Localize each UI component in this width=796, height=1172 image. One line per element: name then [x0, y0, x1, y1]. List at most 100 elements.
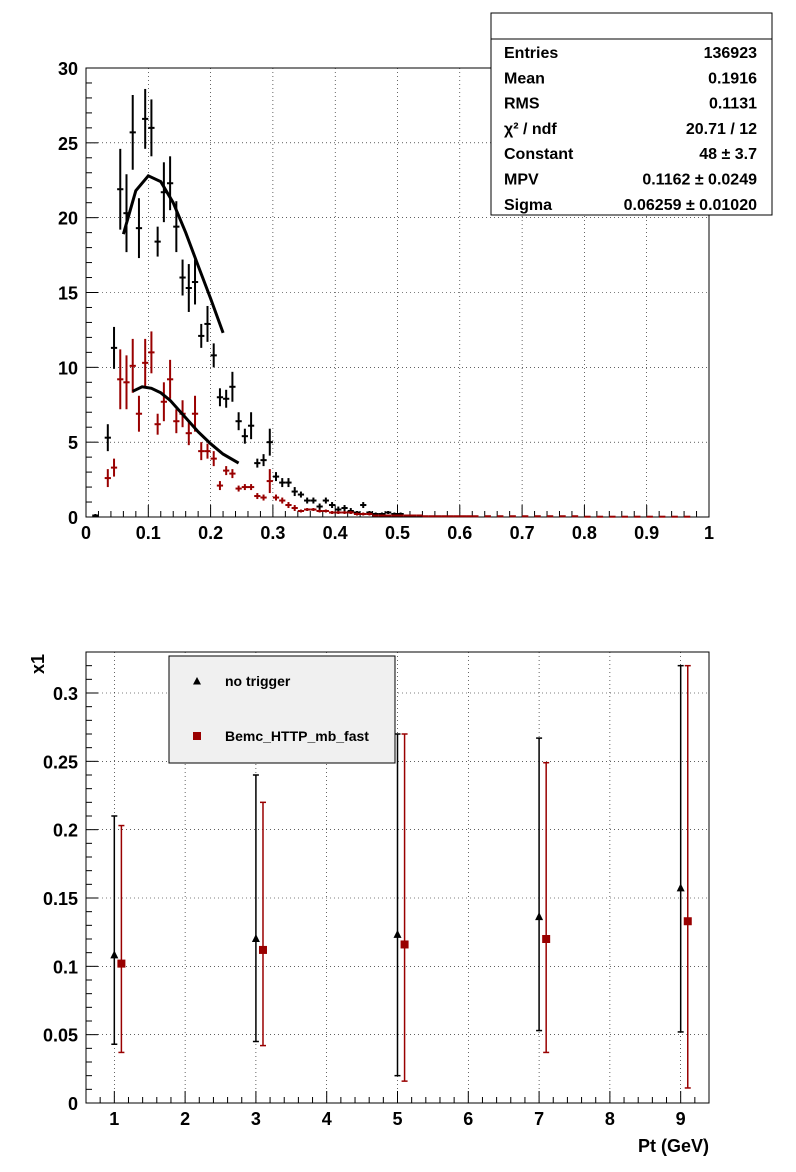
data-point	[534, 515, 541, 518]
square-marker	[400, 940, 409, 949]
stat-label: Entries	[504, 45, 558, 62]
data-point	[304, 508, 311, 512]
data-point	[142, 88, 149, 149]
data-point	[117, 824, 126, 1054]
data-point	[251, 774, 260, 1043]
data-point	[104, 469, 111, 488]
y-tick-label: 5	[68, 433, 78, 453]
data-point	[316, 509, 323, 513]
x-tick-label: 0.7	[510, 523, 535, 543]
data-point	[235, 412, 242, 431]
x-tick-label: 3	[251, 1109, 261, 1129]
legend-label-bemc: Bemc_HTTP_mb_fast	[225, 728, 369, 744]
data-point	[279, 497, 286, 504]
data-point	[223, 466, 230, 476]
data-point	[166, 156, 174, 211]
x-tick-label: 9	[676, 1109, 686, 1129]
data-point	[353, 512, 361, 516]
data-point	[241, 428, 248, 444]
y-tick-label: 0.05	[43, 1026, 78, 1046]
x-tick-label: 0.9	[634, 523, 659, 543]
y-tick-label: 25	[58, 134, 78, 154]
data-point	[683, 664, 692, 1089]
data-point	[310, 497, 317, 504]
data-point	[92, 514, 99, 517]
x-tick-label: 0.6	[447, 523, 472, 543]
data-point	[659, 515, 666, 518]
y-tick-label: 0	[68, 508, 78, 528]
data-point	[129, 338, 136, 393]
series-0-points	[92, 88, 404, 517]
x-tick-label: 8	[605, 1109, 615, 1129]
data-point	[204, 305, 211, 342]
x-tick-label: 4	[322, 1109, 332, 1129]
y-tick-label: 0.3	[53, 684, 78, 704]
data-point	[154, 226, 161, 257]
data-point	[291, 487, 298, 497]
stat-label: Mean	[504, 70, 545, 87]
data-point	[547, 515, 554, 518]
data-point	[272, 494, 280, 501]
square-marker	[683, 917, 692, 926]
x-tick-label: 0.5	[385, 523, 410, 543]
data-point	[229, 371, 236, 402]
data-point	[393, 733, 402, 1077]
data-point	[297, 509, 305, 513]
stat-value: 0.06259 ± 0.01020	[624, 197, 757, 214]
data-point	[360, 512, 367, 516]
x-tick-label: 0.4	[323, 523, 348, 543]
stats-box: Entries 136923 Mean 0.1916 RMS 0.1131 χ² / ndf…	[490, 12, 773, 216]
data-point	[634, 515, 641, 518]
data-point	[453, 515, 460, 518]
x-tick-label: 0.1	[136, 523, 161, 543]
data-point	[322, 509, 329, 513]
data-point	[684, 515, 691, 518]
x-tick-label: 5	[392, 1109, 402, 1129]
square-marker	[542, 935, 551, 943]
data-point	[173, 409, 180, 434]
data-point	[397, 514, 404, 517]
data-point	[123, 355, 130, 410]
data-point	[266, 469, 273, 494]
data-point	[279, 478, 286, 488]
data-point	[459, 515, 467, 518]
x1-vs-pt-chart: 1 2 3 4 5 6 7 8 9 0 0.05 0.1 0.15 0.2 0.25 0.3 x1 Pt (G…	[28, 651, 710, 1156]
data-point	[297, 491, 305, 498]
data-point	[135, 198, 143, 259]
data-point	[328, 502, 336, 509]
stat-label: χ² / ndf	[504, 121, 557, 138]
data-point	[210, 451, 217, 467]
data-point	[428, 515, 435, 518]
square-marker	[117, 959, 126, 968]
x-tick-label: 2	[180, 1109, 190, 1129]
data-point	[117, 349, 124, 410]
y-tick-label: 0.15	[43, 889, 78, 909]
data-point	[304, 497, 311, 504]
data-point	[110, 458, 118, 477]
legend-triangle-marker	[193, 677, 201, 685]
data-point	[148, 331, 155, 374]
y-tick-label: 10	[58, 358, 78, 378]
data-point	[135, 395, 143, 432]
stat-label: Sigma	[504, 197, 552, 214]
data-point	[247, 484, 255, 491]
triangle-marker	[676, 883, 685, 892]
data-point	[341, 511, 348, 515]
x-tick-label: 0.3	[260, 523, 285, 543]
fit-curve-0	[121, 173, 225, 334]
data-point	[210, 343, 217, 368]
data-point	[366, 512, 373, 516]
stat-value: 48 ± 3.7	[699, 146, 757, 163]
square-marker	[258, 945, 267, 954]
series-1-points	[104, 331, 691, 518]
data-point	[185, 264, 192, 312]
histogram-chart: 0 0.1 0.2 0.3 0.4 0.5 0.6 0.7 0.8 0.9 105101520253…	[58, 12, 773, 543]
data-point	[216, 481, 224, 491]
data-point	[522, 515, 529, 518]
data-point	[285, 478, 292, 488]
data-point	[198, 442, 205, 461]
y-tick-label: 0.1	[53, 957, 78, 977]
data-point	[403, 514, 410, 517]
data-point	[596, 515, 604, 518]
x-tick-label: 0	[81, 523, 91, 543]
